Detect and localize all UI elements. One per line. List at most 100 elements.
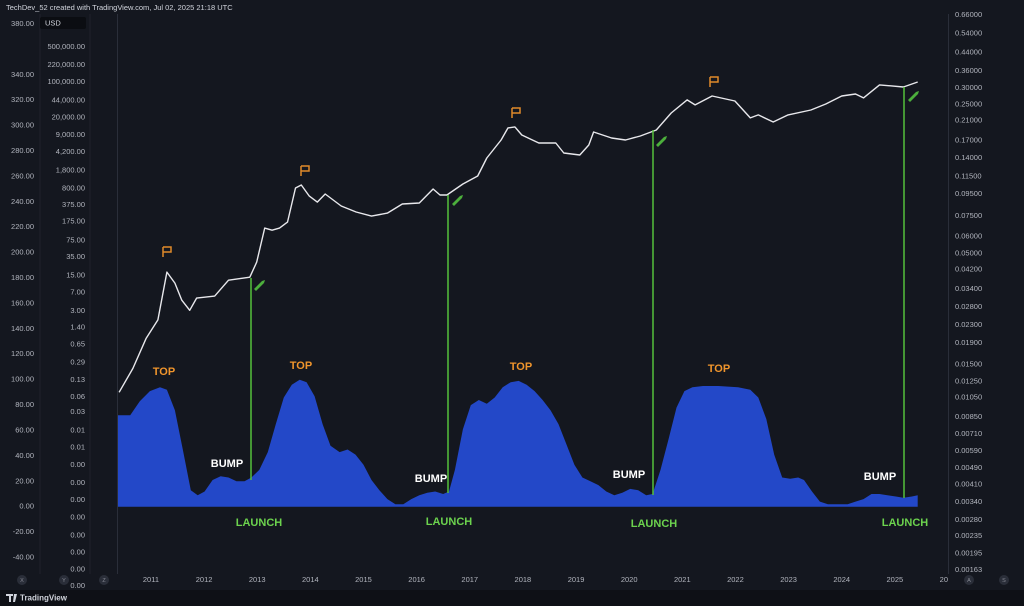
y3-tick-label: 0.00235 (955, 531, 982, 540)
axis-button[interactable] (17, 575, 27, 585)
y2-tick-label: 220,000.00 (47, 60, 85, 69)
y3-tick-label: 0.01500 (955, 360, 982, 369)
y3-tick-label: 0.00280 (955, 515, 982, 524)
y3-tick-label: 0.44000 (955, 47, 982, 56)
y2-tick-label: 4,200.00 (56, 147, 85, 156)
y2-tick-label: 0.00 (70, 530, 85, 539)
y2-tick-label: 800.00 (62, 183, 85, 192)
header: TechDev_52 created with TradingView.com,… (6, 3, 233, 12)
y2-tick-label: 0.65 (70, 340, 85, 349)
axis-button[interactable] (99, 575, 109, 585)
axis-button-label: S (1002, 578, 1006, 584)
y-tick-label: 100.00 (11, 375, 34, 384)
y3-tick-label: 0.01050 (955, 393, 982, 402)
annotation: TOP (510, 361, 532, 373)
axis-button-label: A (967, 578, 971, 584)
axis-button[interactable] (999, 575, 1009, 585)
flag-icon (300, 165, 310, 176)
y3-tick-label: 0.00163 (955, 565, 982, 574)
annotation: TOP (290, 360, 312, 372)
y2-tick-label: 15.00 (66, 271, 85, 280)
y-tick-label: 140.00 (11, 324, 34, 333)
annotation: TOP (153, 366, 175, 378)
y3-tick-label: 0.25000 (955, 100, 982, 109)
annotations: TOP TOP TOP TOP BUMP BUMP BUMP BUMP LAUNCH LAUNCH… (153, 76, 928, 530)
flag-icon (709, 76, 719, 87)
y3-tick-label: 0.17000 (955, 135, 982, 144)
y3-tick-label: 0.21000 (955, 116, 982, 125)
y2-tick-label: 44,000.00 (52, 95, 85, 104)
axis-button[interactable] (964, 575, 974, 585)
y-tick-label: 120.00 (11, 349, 34, 358)
annotation: LAUNCH (631, 518, 677, 530)
y-tick-label: 20.00 (15, 476, 34, 485)
y-tick-label: 320.00 (11, 95, 34, 104)
area (118, 379, 918, 507)
y-tick-label: -40.00 (13, 552, 34, 561)
y2-tick-label: 0.01 (70, 442, 85, 451)
y2-tick-label: 1.40 (70, 323, 85, 332)
y2-tick-label: 0.00 (70, 495, 85, 504)
y2-tick-label: 1,800.00 (56, 165, 85, 174)
y2-tick-label: 20,000.00 (52, 113, 85, 122)
y3-tick-label: 0.00410 (955, 480, 982, 489)
y3-tick-label: 0.00195 (955, 548, 982, 557)
x-tick-label: 2023 (780, 575, 797, 584)
brand-logo (6, 594, 17, 602)
y2-tick-label: 500,000.00 (47, 42, 85, 51)
y-tick-label: 340.00 (11, 70, 34, 79)
axis-button-label: Z (102, 578, 106, 584)
y3-tick-label: 0.54000 (955, 28, 982, 37)
x-tick-label: 2025 (887, 575, 904, 584)
left-axis: 380.00 340.00 320.00 300.00 280.00 260.00 240.… (11, 19, 85, 590)
y-tick-label: 60.00 (15, 425, 34, 434)
y2-tick-label: 175.00 (62, 217, 85, 226)
annotation: BUMP (211, 458, 243, 470)
y-tick-label: 180.00 (11, 273, 34, 282)
footer (0, 590, 1024, 606)
y3-tick-label: 0.00590 (955, 446, 982, 455)
y3-tick-label: 0.00710 (955, 429, 982, 438)
axis-button-label: Y (62, 578, 66, 584)
rocket-icon (254, 280, 265, 291)
x-tick-label: 2022 (727, 575, 744, 584)
y3-tick-label: 0.06000 (955, 232, 982, 241)
y3-tick-label: 0.04200 (955, 265, 982, 274)
annotation: LAUNCH (426, 516, 472, 528)
rocket-icon (908, 91, 919, 102)
y-tick-label: 200.00 (11, 248, 34, 257)
y2-tick-label: 3.00 (70, 306, 85, 315)
x-tick-label: 2012 (196, 575, 213, 584)
y3-tick-label: 0.03400 (955, 284, 982, 293)
plot-area (118, 81, 918, 507)
y2-tick-label: 0.00 (70, 460, 85, 469)
annotation: TOP (708, 363, 730, 375)
y2-tick-label: 100,000.00 (47, 77, 85, 86)
rocket-icon (452, 195, 463, 206)
y2-tick-label: 75.00 (66, 235, 85, 244)
y2-tick-label: 375.00 (62, 200, 85, 209)
x-tick-label: 2013 (249, 575, 266, 584)
x-tick-label: 2015 (355, 575, 372, 584)
x-tick-label: 2018 (515, 575, 532, 584)
y-tick-label: 0.00 (19, 502, 34, 511)
rocket-icon (656, 136, 667, 147)
flag-icon (162, 246, 172, 257)
currency-label: USD (45, 18, 61, 27)
axis-button[interactable] (59, 575, 69, 585)
y2-tick-label: 0.01 (70, 426, 85, 435)
y2-tick-label: 0.29 (70, 357, 85, 366)
y2-tick-label: 7.00 (70, 287, 85, 296)
y2-tick-label: 0.06 (70, 392, 85, 401)
y-tick-label: 220.00 (11, 222, 34, 231)
right-axis: 0.66000 0.54000 0.44000 0.36000 0.30000 0.250… (955, 10, 982, 574)
flag-icons (162, 76, 719, 257)
y-tick-label: 300.00 (11, 121, 34, 130)
x-tick-label: 2011 (143, 575, 159, 584)
y2-tick-label: 0.13 (70, 375, 85, 384)
y3-tick-label: 0.09500 (955, 189, 982, 198)
annotation: BUMP (864, 471, 896, 483)
